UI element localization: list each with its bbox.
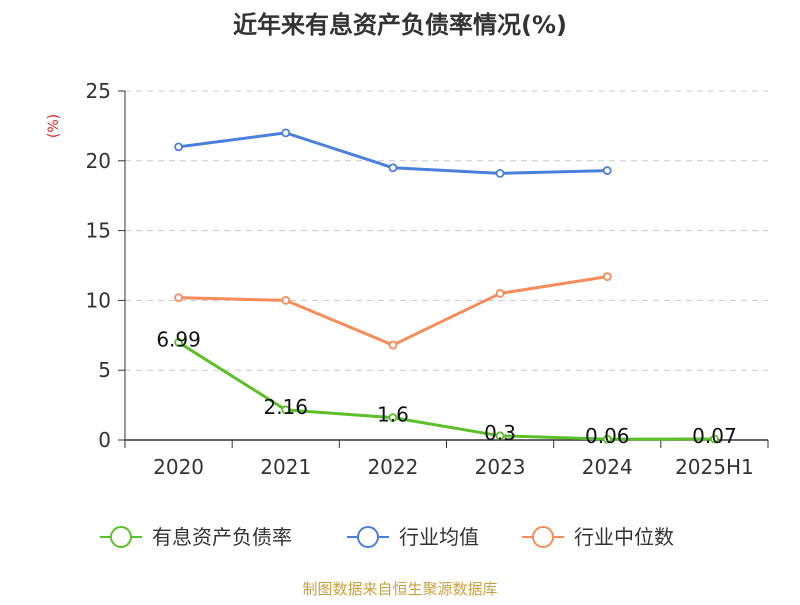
data-point[interactable] bbox=[710, 434, 719, 444]
y-tick-label: 10 bbox=[86, 288, 111, 312]
y-axis-unit: (%) bbox=[46, 114, 62, 138]
data-point[interactable] bbox=[388, 413, 398, 423]
legend-label: 行业均值 bbox=[399, 525, 479, 549]
data-point[interactable] bbox=[602, 272, 612, 282]
data-label: 6.99 bbox=[156, 327, 201, 351]
data-point[interactable] bbox=[602, 434, 612, 444]
legend-marker bbox=[357, 526, 379, 548]
y-tick-label: 5 bbox=[98, 358, 111, 382]
data-point[interactable] bbox=[495, 289, 505, 298]
x-tick-label: 2023 bbox=[475, 455, 526, 479]
legend-item-2[interactable]: 行业中位数 bbox=[522, 525, 674, 549]
axes: 0 5 10 15 20 25 2020 2021 2022 2023 2024 2025H1 bbox=[86, 79, 769, 479]
x-tick-label: 2025H1 bbox=[675, 455, 754, 479]
y-tick-label: 0 bbox=[98, 428, 111, 452]
data-point[interactable] bbox=[174, 338, 183, 347]
legend-marker bbox=[532, 526, 554, 548]
x-tick-label: 2021 bbox=[260, 455, 311, 479]
chart-title: 近年来有息资产负债率情况(%) bbox=[233, 11, 567, 39]
x-tick-label: 2024 bbox=[582, 455, 633, 479]
series-line-0 bbox=[177, 341, 715, 441]
data-label: 1.6 bbox=[377, 403, 409, 427]
x-tick-label: 2020 bbox=[153, 455, 204, 479]
data-point[interactable] bbox=[174, 142, 183, 152]
data-point[interactable] bbox=[281, 405, 291, 415]
data-label: 2.16 bbox=[263, 395, 308, 419]
y-tick-label: 20 bbox=[86, 149, 111, 173]
data-point[interactable] bbox=[388, 163, 398, 173]
x-tick-label: 2022 bbox=[367, 455, 418, 479]
data-point[interactable] bbox=[174, 293, 183, 303]
y-tick-label: 25 bbox=[86, 79, 111, 103]
data-point[interactable] bbox=[495, 168, 505, 178]
data-source: 制图数据来自恒生聚源数据库 bbox=[302, 580, 497, 598]
data-label: 0.06 bbox=[585, 424, 630, 448]
legend-marker bbox=[110, 526, 132, 548]
data-point[interactable] bbox=[281, 295, 291, 305]
data-label: 0.07 bbox=[692, 424, 737, 448]
series-layer bbox=[174, 128, 719, 444]
legend-item-1[interactable]: 行业均值 bbox=[347, 525, 479, 549]
data-point[interactable] bbox=[388, 340, 398, 350]
legend[interactable]: 有息资产负债率 行业均值 行业中位数 bbox=[100, 525, 674, 549]
series-line-2 bbox=[178, 275, 608, 347]
data-point[interactable] bbox=[281, 128, 291, 138]
legend-label: 行业中位数 bbox=[574, 525, 674, 549]
data-label: 0.3 bbox=[484, 421, 516, 445]
grid-lines bbox=[125, 90, 768, 371]
legend-label: 有息资产负债率 bbox=[152, 525, 292, 549]
legend-item-0[interactable]: 有息资产负债率 bbox=[100, 525, 292, 549]
data-labels: 6.99 2.16 1.6 0.3 0.06 0.07 bbox=[156, 327, 736, 448]
y-tick-label: 15 bbox=[86, 219, 111, 243]
data-point[interactable] bbox=[602, 166, 612, 175]
data-point[interactable] bbox=[495, 431, 505, 441]
